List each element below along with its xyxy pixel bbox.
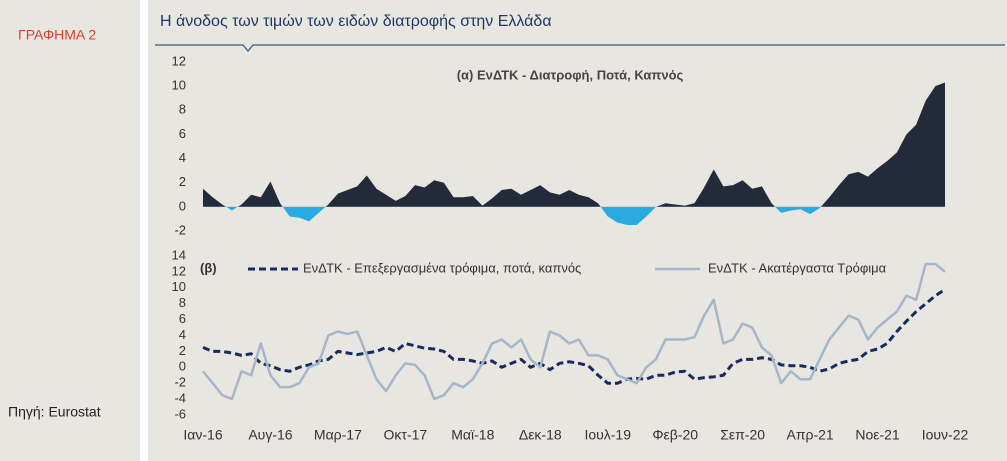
x-tick-label: Φεβ-20 xyxy=(652,427,698,443)
y-tick-label: 2 xyxy=(179,174,186,189)
y-tick-label: 14 xyxy=(172,247,186,262)
series-line xyxy=(202,288,946,385)
y-tick-label: -4 xyxy=(174,391,186,406)
page-title: Η άνοδος των τιμών των ειδών διατροφής σ… xyxy=(160,13,552,30)
title-rule xyxy=(155,44,1005,53)
y-tick-label: 6 xyxy=(179,126,186,141)
y-tick-label: 12 xyxy=(172,263,186,278)
x-tick-label: Οκτ-17 xyxy=(384,427,428,443)
figure-label: ΓΡΑΦΗΜΑ 2 xyxy=(18,27,96,43)
y-tick-label: 8 xyxy=(179,102,186,117)
legend-label: ΕνΔΤΚ - Επεξεργασμένα τρόφιμα, ποτά, καπ… xyxy=(303,260,581,275)
panel-title: (β) xyxy=(200,260,217,275)
x-tick-label: Σεπ-20 xyxy=(720,427,765,443)
y-tick-label: 6 xyxy=(179,311,186,326)
y-tick-label: -6 xyxy=(174,406,186,421)
series-line xyxy=(202,262,946,401)
x-tick-label: Μαρ-17 xyxy=(314,427,362,443)
y-tick-label: 12 xyxy=(172,53,186,68)
x-tick-label: Αυγ-16 xyxy=(248,427,292,443)
x-tick-label: Μαϊ-18 xyxy=(451,427,494,443)
divider xyxy=(140,0,148,461)
y-tick-label: 10 xyxy=(172,279,186,294)
panel-title: (α) ΕνΔΤΚ - Διατροφή, Ποτά, Καπνός xyxy=(457,67,684,82)
y-tick-label: 10 xyxy=(172,78,186,93)
y-tick-label: 4 xyxy=(179,327,186,342)
y-tick-label: -2 xyxy=(174,222,186,237)
source: Πηγή: Eurostat xyxy=(8,404,101,420)
y-tick-label: 2 xyxy=(179,343,186,358)
x-tick-label: Ιαν-16 xyxy=(183,427,222,443)
x-tick-label: Ιουλ-19 xyxy=(584,427,631,443)
x-tick-label: Δεκ-18 xyxy=(519,427,562,443)
x-tick-label: Νοε-21 xyxy=(855,427,900,443)
y-tick-label: 0 xyxy=(179,359,186,374)
x-tick-label: Απρ-21 xyxy=(786,427,833,443)
legend-label: ΕνΔΤΚ - Ακατέργαστα Τρόφιμα xyxy=(708,260,887,275)
area-negative xyxy=(226,206,821,225)
y-tick-label: 4 xyxy=(179,150,186,165)
y-tick-label: -2 xyxy=(174,375,186,390)
x-tick-label: Ιουν-22 xyxy=(922,427,969,443)
y-tick-label: 0 xyxy=(179,198,186,213)
y-tick-label: 8 xyxy=(179,295,186,310)
area-positive xyxy=(203,82,945,207)
